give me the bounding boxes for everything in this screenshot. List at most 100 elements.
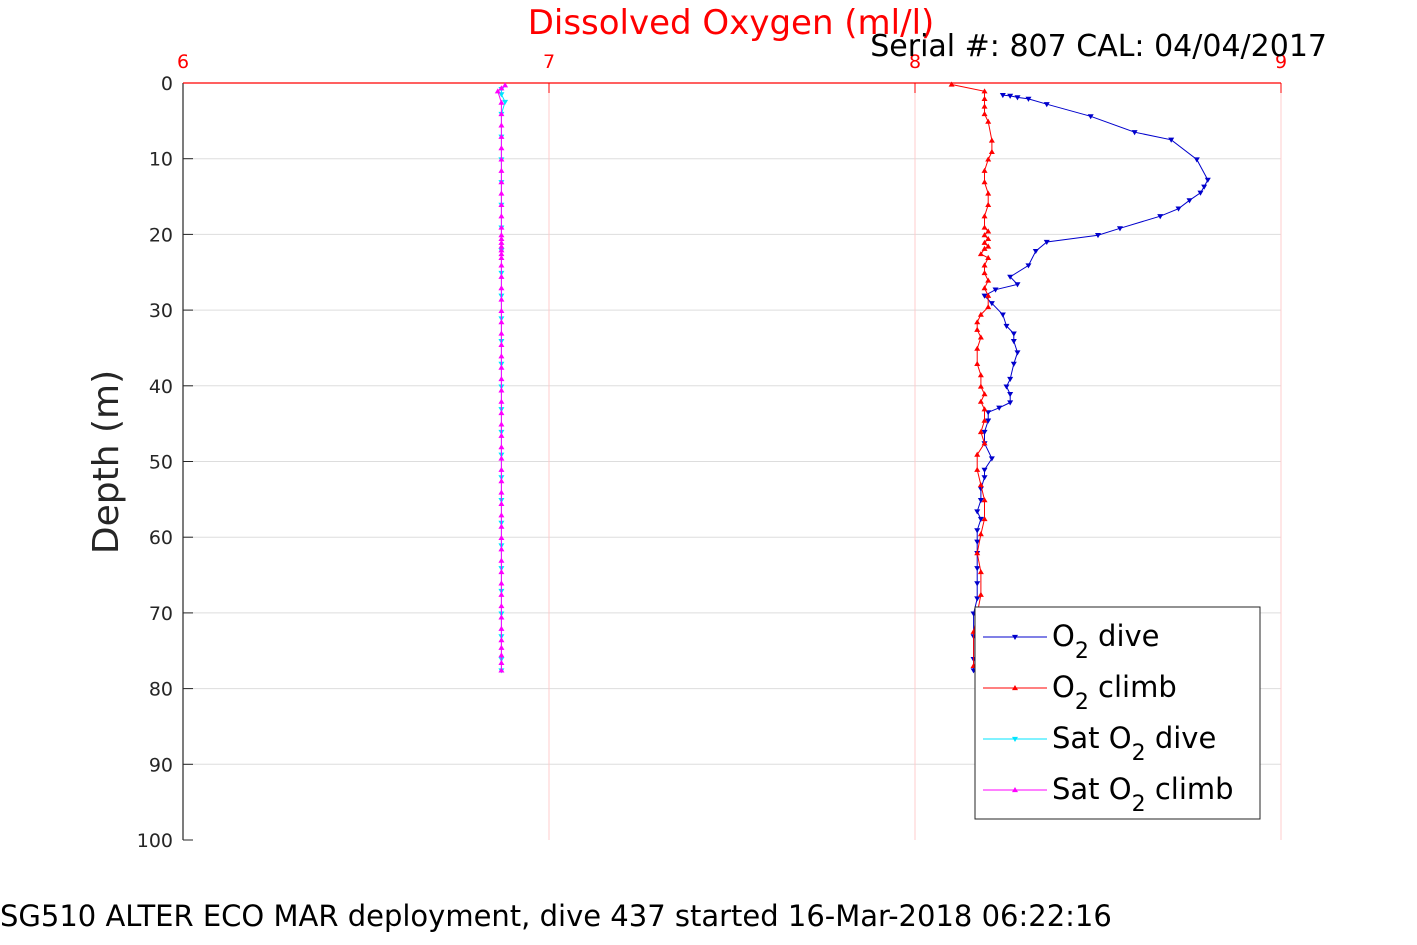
data-point-o2-climb <box>977 334 984 340</box>
data-point-o2-climb <box>981 167 988 173</box>
data-point-o2-climb <box>974 466 981 472</box>
data-point-sat-o2-climb <box>498 243 505 249</box>
data-point-o2-dive <box>1007 400 1014 406</box>
data-point-o2-dive <box>977 486 984 492</box>
data-point-sat-o2-climb <box>498 307 505 313</box>
data-point-o2-climb <box>981 239 988 245</box>
data-point-o2-dive <box>1007 376 1014 382</box>
data-point-sat-o2-climb <box>498 534 505 541</box>
data-point-o2-dive <box>988 301 995 307</box>
data-point-o2-dive <box>999 312 1006 318</box>
footer-caption: SG510 ALTER ECO MAR deployment, dive 437… <box>0 899 1112 933</box>
data-point-o2-climb <box>981 516 988 522</box>
chart-title: Dissolved Oxygen (ml/l) <box>528 3 935 43</box>
data-point-o2-dive <box>1025 263 1032 269</box>
data-point-sat-o2-climb <box>498 444 505 450</box>
data-point-o2-climb <box>988 137 995 143</box>
legend-label: O2 dive <box>1052 619 1160 664</box>
data-point-sat-o2-dive <box>498 92 505 98</box>
data-point-sat-o2-climb <box>498 85 505 91</box>
data-point-o2-climb <box>985 304 992 310</box>
data-point-o2-dive <box>1007 392 1014 398</box>
data-point-o2-climb <box>977 251 984 257</box>
data-point-sat-o2-climb <box>498 133 505 139</box>
data-point-sat-o2-climb <box>498 614 505 620</box>
data-point-o2-climb <box>985 118 992 124</box>
y-tick-label: 20 <box>149 224 173 246</box>
data-point-sat-o2-climb <box>498 410 505 416</box>
data-point-o2-climb <box>977 531 984 537</box>
data-point-o2-dive <box>977 498 984 504</box>
data-point-sat-o2-climb <box>498 523 505 529</box>
data-point-o2-climb <box>981 285 988 291</box>
data-point-sat-o2-dive <box>502 99 509 105</box>
data-point-o2-dive <box>1087 114 1094 120</box>
data-point-sat-o2-climb <box>498 375 505 382</box>
data-point-o2-climb <box>948 81 955 87</box>
x-tick-label: 7 <box>543 51 555 73</box>
data-point-o2-dive <box>1043 102 1050 108</box>
y-tick-label: 100 <box>137 830 173 852</box>
data-point-o2-dive <box>999 93 1006 99</box>
data-point-sat-o2-climb <box>498 591 505 597</box>
data-point-sat-o2-climb <box>498 179 505 185</box>
data-point-sat-o2-climb <box>498 455 505 461</box>
data-point-sat-o2-climb <box>498 387 505 393</box>
y-tick-label: 40 <box>149 376 173 398</box>
data-point-o2-dive <box>1025 96 1032 102</box>
data-point-sat-o2-climb <box>498 145 505 151</box>
data-point-sat-o2-climb <box>498 111 505 117</box>
y-axis-label: Depth (m) <box>86 370 127 554</box>
x-tick-label: 6 <box>177 51 189 73</box>
data-point-o2-dive <box>1131 130 1138 136</box>
tick-labels: 0 10 20 30 40 50 60 70 80 90 100 6 7 8 9 <box>137 51 1287 852</box>
y-tick-label: 10 <box>149 149 173 171</box>
data-point-o2-dive <box>981 467 988 473</box>
data-point-sat-o2-climb <box>498 122 505 128</box>
data-point-o2-climb <box>974 451 981 457</box>
data-point-o2-dive <box>981 475 988 481</box>
legend: O2 dive O2 climb Sat O2 dive Sat O2 climb <box>974 606 1261 820</box>
data-point-o2-dive <box>1003 384 1010 390</box>
data-point-o2-climb <box>981 245 988 251</box>
data-point-sat-o2-climb <box>498 213 505 219</box>
data-point-sat-o2-climb <box>498 99 505 105</box>
data-point-o2-dive <box>1186 198 1193 204</box>
data-point-sat-o2-climb <box>498 667 505 673</box>
data-point-o2-climb <box>985 292 992 298</box>
legend-marker <box>1012 736 1018 742</box>
data-point-sat-o2-climb <box>498 603 505 609</box>
legend-label: Sat O2 climb <box>1052 772 1234 817</box>
data-point-o2-climb <box>981 406 988 412</box>
data-point-o2-dive <box>981 429 988 435</box>
data-point-o2-climb <box>977 398 984 404</box>
data-point-sat-o2-climb <box>498 190 505 196</box>
data-point-sat-o2-climb <box>498 580 505 586</box>
data-point-sat-o2-climb <box>498 432 505 438</box>
chart-subtitle: Serial #: 807 CAL: 04/04/2017 <box>870 29 1327 64</box>
data-point-o2-climb <box>981 224 988 230</box>
data-point-sat-o2-climb <box>498 285 505 291</box>
data-point-o2-dive <box>974 581 981 587</box>
data-point-sat-o2-climb <box>498 644 505 650</box>
data-point-o2-dive <box>1010 361 1017 367</box>
data-point-o2-dive <box>981 293 988 299</box>
data-point-sat-o2-climb <box>498 625 505 631</box>
data-point-o2-climb <box>985 243 992 249</box>
data-point-o2-climb <box>981 262 988 268</box>
data-point-o2-dive <box>996 405 1003 411</box>
y-tick-label: 0 <box>161 73 173 95</box>
data-point-sat-o2-climb <box>498 466 505 472</box>
data-point-o2-climb <box>985 235 992 242</box>
data-point-o2-dive <box>1014 95 1021 101</box>
legend-label: O2 climb <box>1052 670 1177 715</box>
data-point-o2-climb <box>974 550 981 556</box>
data-point-o2-dive <box>1043 239 1050 245</box>
data-point-sat-o2-climb <box>498 167 505 173</box>
x-tick-label: 9 <box>1275 51 1287 73</box>
data-point-sat-o2-climb <box>498 353 505 359</box>
data-point-o2-climb <box>985 254 992 260</box>
y-tick-label: 70 <box>149 603 173 625</box>
data-point-o2-dive <box>1095 233 1101 239</box>
